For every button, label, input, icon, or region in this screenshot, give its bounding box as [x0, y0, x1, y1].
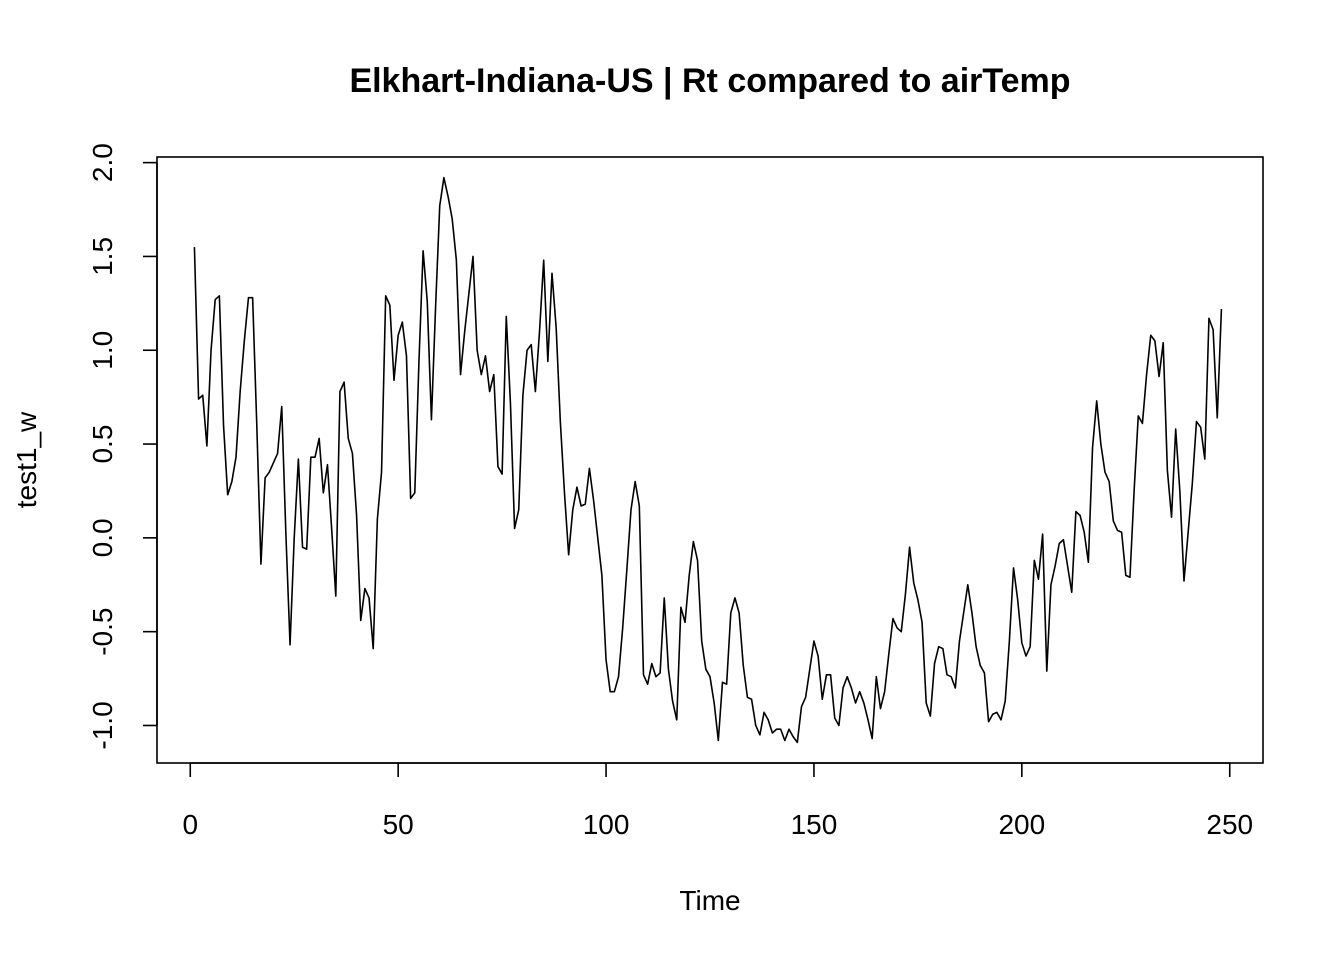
y-axis: -1.0 -0.5 0.0 0.5 1.0 1.5 2.0 — [87, 143, 158, 750]
x-tick-label: 150 — [791, 809, 838, 840]
y-tick-label: -0.5 — [87, 608, 118, 656]
series-line — [193, 176, 1223, 744]
x-axis-label: Time — [679, 885, 740, 916]
y-tick-label: 0.0 — [87, 518, 118, 557]
x-tick-label: 100 — [583, 809, 630, 840]
x-tick-label: 250 — [1206, 809, 1253, 840]
x-axis: 0 50 100 150 200 250 — [182, 762, 1253, 840]
y-tick-label: 2.0 — [87, 143, 118, 182]
plot-frame — [156, 156, 1264, 764]
chart-title: Elkhart-Indiana-US | Rt compared to airT… — [349, 62, 1070, 100]
x-tick-label: 50 — [383, 809, 414, 840]
y-tick-label: 1.0 — [87, 331, 118, 370]
y-axis-label: test1_w — [11, 411, 42, 508]
y-tick-label: 1.5 — [87, 237, 118, 276]
y-tick-label: 0.5 — [87, 425, 118, 464]
x-tick-label: 0 — [182, 809, 198, 840]
x-tick-label: 200 — [998, 809, 1045, 840]
y-tick-label: -1.0 — [87, 701, 118, 749]
